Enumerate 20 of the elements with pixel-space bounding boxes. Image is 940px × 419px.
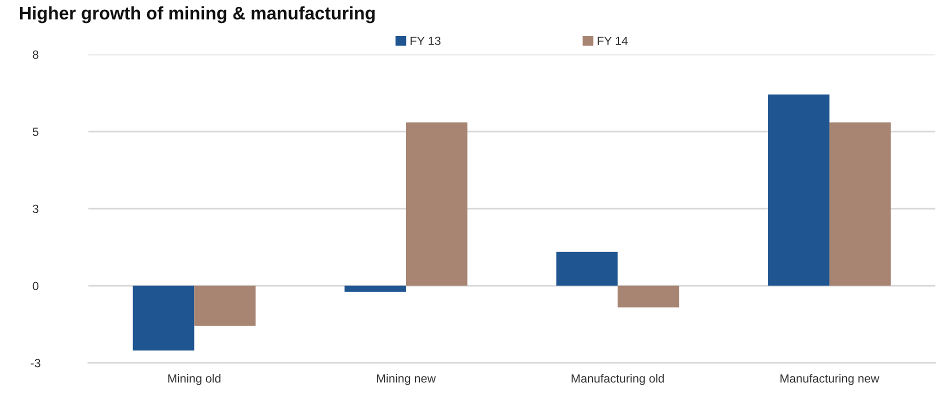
x-tick-label: Manufacturing old [572,374,664,385]
x-tick-label: Mining old [168,374,220,385]
legend-label: FY 14 [598,36,628,45]
y-tick-label: 5 [32,128,38,136]
legend-label: FY 13 [410,36,440,46]
y-tick-label: 0 [32,282,38,290]
x-tick-label: Manufacturing new [780,374,880,385]
bar [344,286,406,292]
y-tick-label: 8 [32,50,38,59]
bar [768,94,830,286]
y-tick-label: -3 [30,358,40,368]
bar [829,122,891,286]
bar [132,286,194,351]
bar [618,286,680,308]
bar [406,122,468,286]
y-tick-label: 3 [32,204,38,214]
x-tick-label: Mining new [377,374,436,385]
bar [556,252,618,286]
bar [194,286,256,326]
chart-title: Higher growth of mining & manufacturing [20,6,375,24]
